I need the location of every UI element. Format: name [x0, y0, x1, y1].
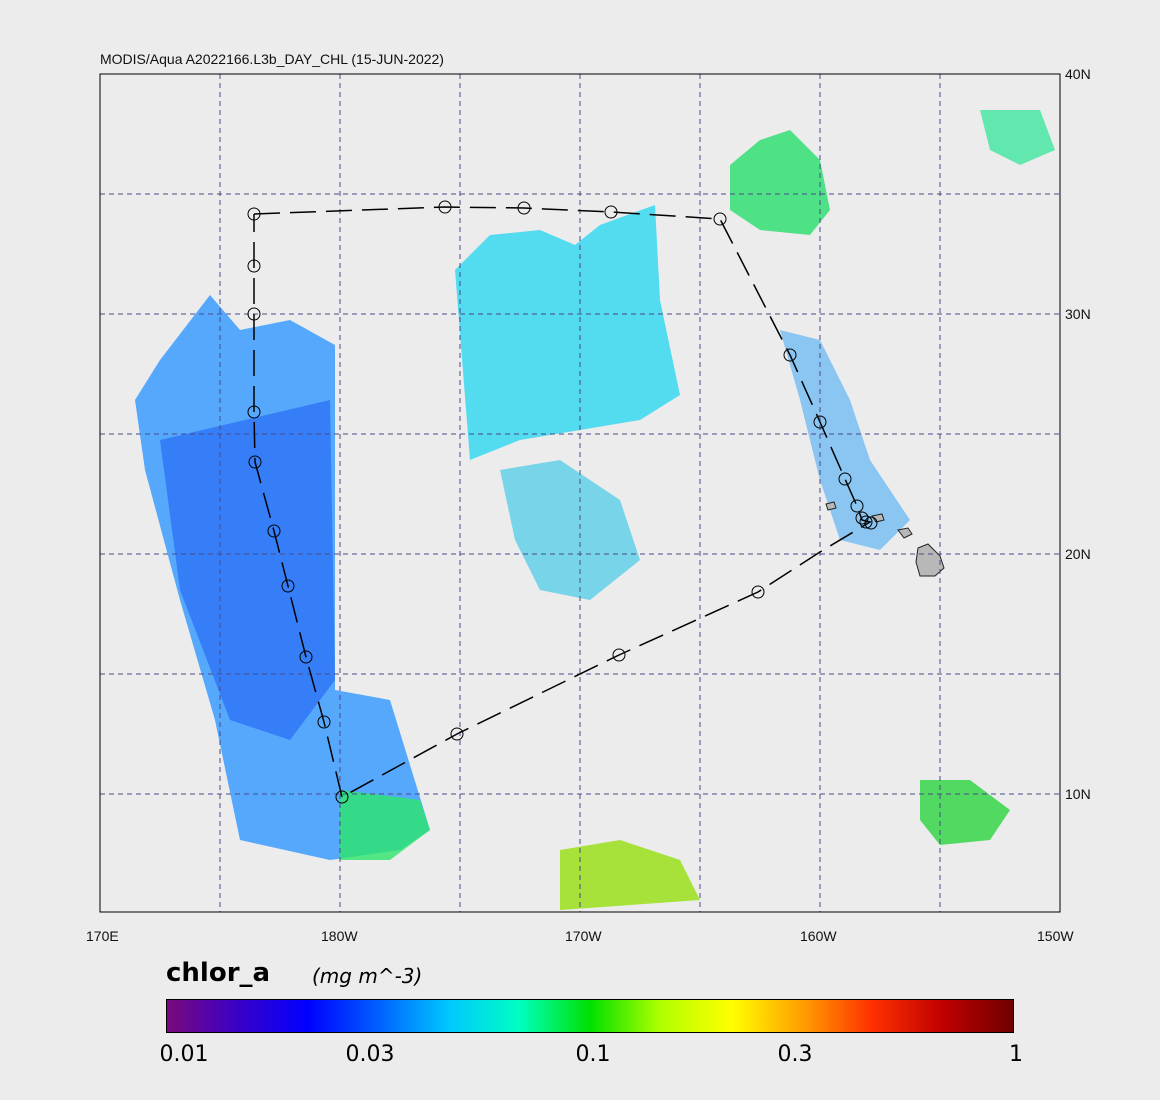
- swath-west-green: [340, 790, 430, 860]
- hawaii-kauai: [825, 501, 837, 511]
- lon-label-170e: 170E: [86, 928, 119, 944]
- colorbar-units: (mg m^-3): [312, 964, 423, 988]
- patch-east-hawaii: [780, 330, 910, 550]
- swath-west-low: [160, 400, 335, 740]
- map-title: MODIS/Aqua A2022166.L3b_DAY_CHL (15-JUN-…: [100, 51, 444, 67]
- station-markers: [247, 200, 878, 804]
- lon-label-160w: 160W: [800, 928, 837, 944]
- patch-northeast: [730, 130, 830, 235]
- colorbar-tick-0.01: 0.01: [159, 1042, 209, 1067]
- hawaii-oahu: [871, 513, 885, 523]
- lon-label-150w: 150W: [1037, 928, 1074, 944]
- colorbar-tick-0.3: 0.3: [777, 1042, 813, 1067]
- lon-label-170w: 170W: [565, 928, 602, 944]
- lat-label-40n: 40N: [1065, 66, 1091, 82]
- colorbar-tick-0.03: 0.03: [345, 1042, 395, 1067]
- swath-south-green: [560, 840, 700, 910]
- colorbar: [166, 999, 1014, 1033]
- lat-label-30n: 30N: [1065, 306, 1091, 322]
- chlorophyll-swaths: [135, 110, 1055, 910]
- patch-far-ne: [980, 110, 1055, 165]
- colorbar-tick-0.1: 0.1: [575, 1042, 611, 1067]
- colorbar-tick-1: 1: [1009, 1042, 1023, 1067]
- cruise-track: [253, 206, 872, 799]
- hawaii-maui: [897, 527, 913, 539]
- lon-label-180w: 180W: [321, 928, 358, 944]
- swath-central: [455, 205, 680, 460]
- colorbar-variable: chlor_a: [166, 958, 271, 988]
- patch-southeast-green: [920, 780, 1010, 845]
- swath-central-lower: [500, 460, 640, 600]
- map-frame: [99, 73, 1061, 913]
- lat-label-20n: 20N: [1065, 546, 1091, 562]
- lat-label-10n: 10N: [1065, 786, 1091, 802]
